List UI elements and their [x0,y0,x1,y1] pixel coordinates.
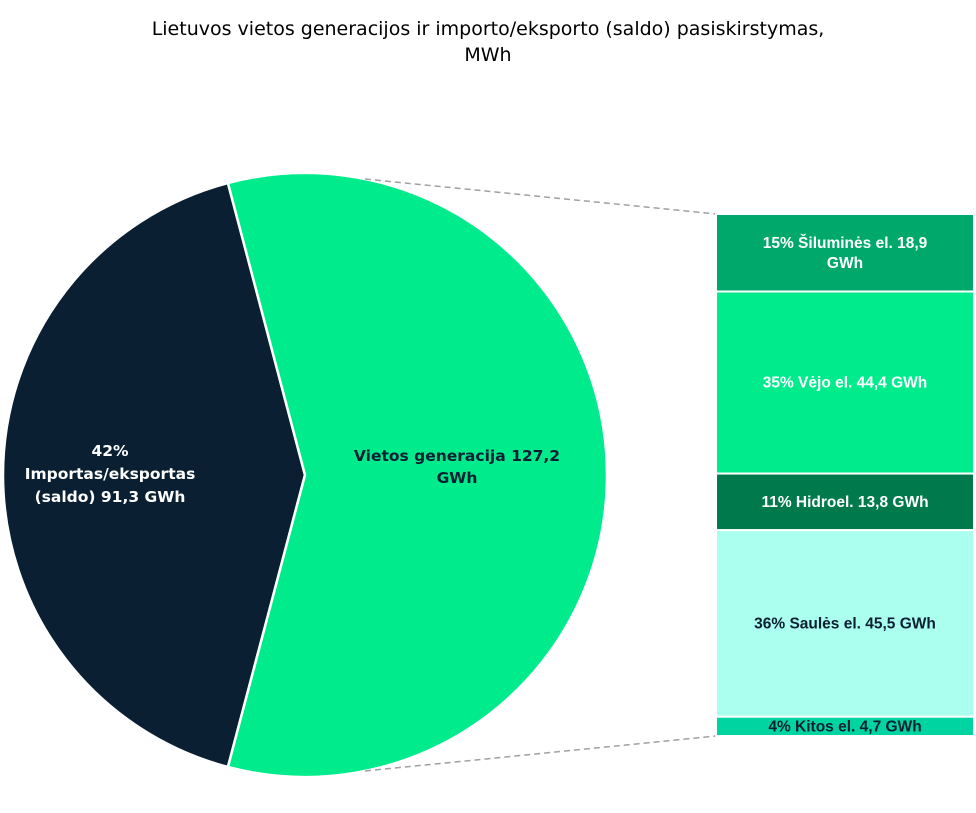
chart-title-line-2: MWh [464,44,512,66]
chart-title-line-1: Lietuvos vietos generacijos ir importo/e… [151,18,825,40]
bar-segment-label-0-line-0: 15% Šiluminės el. 18,9 [763,234,928,252]
pie-label-importas-eksportas-line-1: Importas/eksportas [25,465,196,483]
bar-segment-0 [715,213,975,293]
chart-title: Lietuvos vietos generacijos ir importo/e… [0,16,976,68]
pie-slice-importas-eksportas [1,181,307,769]
bar-segment-label-4-line-0: 4% Kitos el. 4,7 GWh [768,718,921,735]
bar-segment-label-3-line-0: 36% Saulės el. 45,5 GWh [754,615,936,632]
pie-label-importas-eksportas-line-0: 42% [91,442,129,460]
pie-label-importas-eksportas-line-2: (saldo) 91,3 GWh [35,488,186,506]
connector-line-top [364,178,717,215]
bar-segment-label-1-line-0: 35% Vėjo el. 44,4 GWh [763,375,928,392]
bar-segment-label-0-line-1: GWh [827,255,863,272]
bar-segment-3 [715,529,975,718]
pie-label-vietos-generacija-line-1: GWh [437,469,478,487]
bar-segment-label-2-line-0: 11% Hidroel. 13,8 GWh [761,494,928,511]
bar-segment-4 [715,715,975,738]
connector-line-bottom [364,735,717,772]
pie-label-vietos-generacija-line-0: Vietos generacija 127,2 [354,447,560,465]
pie-slice-vietos-generacija [226,171,609,779]
bar-segment-2 [715,472,975,532]
